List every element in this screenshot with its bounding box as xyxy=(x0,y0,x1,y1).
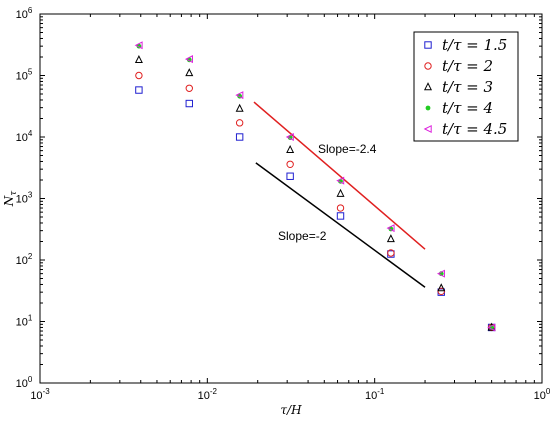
legend-label: t/τ = 3 xyxy=(442,78,493,96)
data-markers xyxy=(134,41,496,332)
t1-5-point xyxy=(235,133,244,141)
y-tick-label: 103 xyxy=(16,191,33,206)
t4-5-point xyxy=(386,224,395,233)
t2-point xyxy=(185,84,193,92)
t3-point xyxy=(286,144,295,153)
t1-5-point xyxy=(286,172,294,180)
t3-point xyxy=(437,283,446,292)
t3-point xyxy=(134,54,143,64)
y-tick-label: 106 xyxy=(16,6,33,21)
x-tick-label: 10-2 xyxy=(198,387,218,402)
t2-point xyxy=(336,204,345,212)
t3-point xyxy=(386,234,395,243)
y-tick-label: 100 xyxy=(16,375,33,390)
legend-marker xyxy=(425,105,431,111)
t4-5-point xyxy=(235,91,244,100)
legend-label: t/τ = 4.5 xyxy=(442,120,507,138)
legend-label: t/τ = 2 xyxy=(442,57,493,75)
legend-marker xyxy=(424,41,432,49)
t1-5-point xyxy=(135,86,143,94)
t4-5-point xyxy=(487,323,496,332)
axis-ticks: 10-3 10-2 10-1 100 100 101 102 103 104 105 106 xyxy=(16,6,550,402)
legend-entry-t3: t/τ = 3 xyxy=(423,78,493,96)
t1-5-point xyxy=(336,212,345,220)
legend: t/τ = 1.5 t/τ = 2 t/τ = 3 t/τ = 4 t/τ = 4.5 xyxy=(413,31,519,142)
legend-marker xyxy=(423,82,433,91)
legend-entry-t4: t/τ = 4 xyxy=(425,99,493,117)
t4-5-point xyxy=(336,176,345,185)
t3-point xyxy=(185,68,194,77)
t2-point xyxy=(135,71,143,80)
annotations: Slope=-2.4 Slope=-2 xyxy=(278,142,377,243)
legend-entry-t4-5: t/τ = 4.5 xyxy=(423,120,507,138)
x-tick-label: 100 xyxy=(534,387,550,402)
t2-point xyxy=(387,249,395,257)
x-axis-label: τ/H xyxy=(280,403,302,417)
legend-marker xyxy=(423,124,432,134)
slope-line-2 xyxy=(255,162,426,288)
legend-entry-t2: t/τ = 2 xyxy=(424,57,493,75)
y-tick-label: 102 xyxy=(16,252,33,267)
t2-point xyxy=(437,287,445,295)
t3-point xyxy=(336,188,345,197)
t4-5-point xyxy=(285,132,294,142)
y-tick-label: 101 xyxy=(16,314,33,329)
t1-5-point xyxy=(185,99,193,108)
legend-entry-t1-5: t/τ = 1.5 xyxy=(424,36,507,54)
slope-line-2-4 xyxy=(253,101,426,250)
t4-5-point xyxy=(184,55,193,64)
y-axis-label: Nτ xyxy=(2,190,19,208)
t2-point xyxy=(235,119,244,127)
x-tick-label: 10-1 xyxy=(365,387,385,402)
y-tick-label: 104 xyxy=(16,129,33,144)
t4-5-point xyxy=(436,269,445,278)
reference-lines xyxy=(253,101,426,288)
t2-point xyxy=(286,160,294,168)
slope-annotation-2-4: Slope=-2.4 xyxy=(318,142,377,156)
slope-annotation-2: Slope=-2 xyxy=(278,229,327,243)
legend-marker xyxy=(424,62,432,70)
y-tick-label: 105 xyxy=(16,68,33,83)
x-tick-label: 10-3 xyxy=(30,387,50,402)
legend-label: t/τ = 4 xyxy=(442,99,493,117)
t3-point xyxy=(235,103,244,112)
legend-label: t/τ = 1.5 xyxy=(442,36,507,54)
legend-box xyxy=(413,31,519,142)
t4-5-point xyxy=(134,41,143,50)
